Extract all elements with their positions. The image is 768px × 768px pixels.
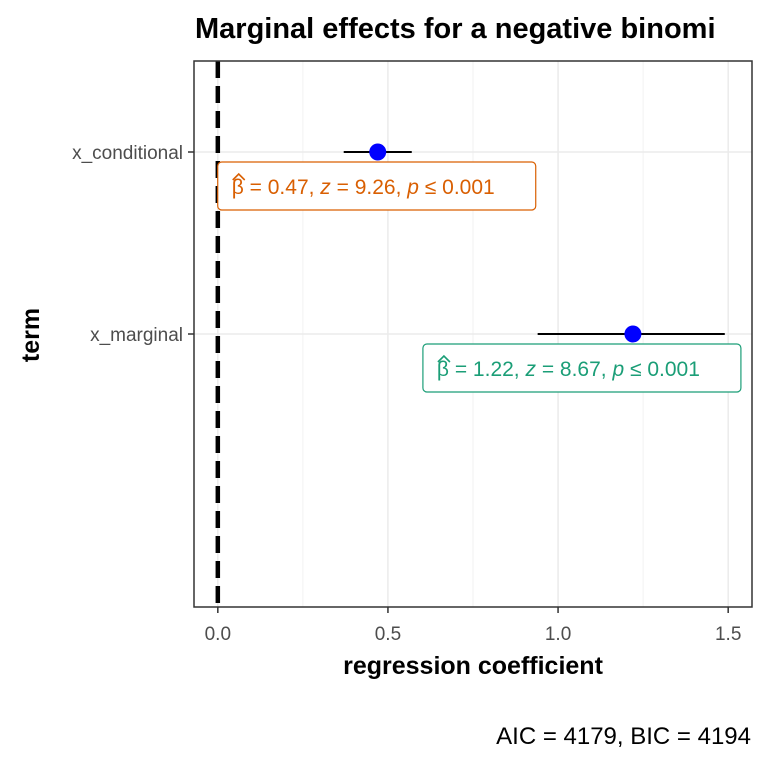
beta-hat: [437, 354, 451, 363]
chart-caption: AIC = 4179, BIC = 4194: [496, 723, 751, 750]
chart-title: Marginal effects for a negative binomi: [195, 13, 716, 45]
y-tick-label: x_conditional: [72, 143, 183, 164]
beta-hat: [232, 172, 246, 181]
x-axis-title: regression coefficient: [343, 652, 603, 680]
x-tick-label: 1.5: [715, 624, 741, 645]
estimate-label-box: [217, 161, 537, 211]
estimate-label: β = 0.47, z = 9.26, p ≤ 0.001: [217, 161, 537, 211]
y-tick-label: x_marginal: [90, 325, 183, 346]
estimate-label-box: [422, 343, 742, 393]
x-tick-label: 0.5: [375, 624, 401, 645]
data-point: [624, 325, 642, 343]
x-tick-label: 0.0: [205, 624, 231, 645]
estimate-label: β = 1.22, z = 8.67, p ≤ 0.001: [422, 343, 742, 393]
data-point: [369, 143, 387, 161]
y-axis-title: term: [17, 308, 45, 362]
plot-panel: β = 0.47, z = 9.26, p ≤ 0.001 β = 1.22, z…: [72, 60, 753, 645]
x-tick-label: 1.0: [545, 624, 571, 645]
estimate-label-text: β = 0.47, z = 9.26, p ≤ 0.001: [232, 176, 495, 199]
estimate-label-text: β = 1.22, z = 8.67, p ≤ 0.001: [437, 358, 700, 381]
